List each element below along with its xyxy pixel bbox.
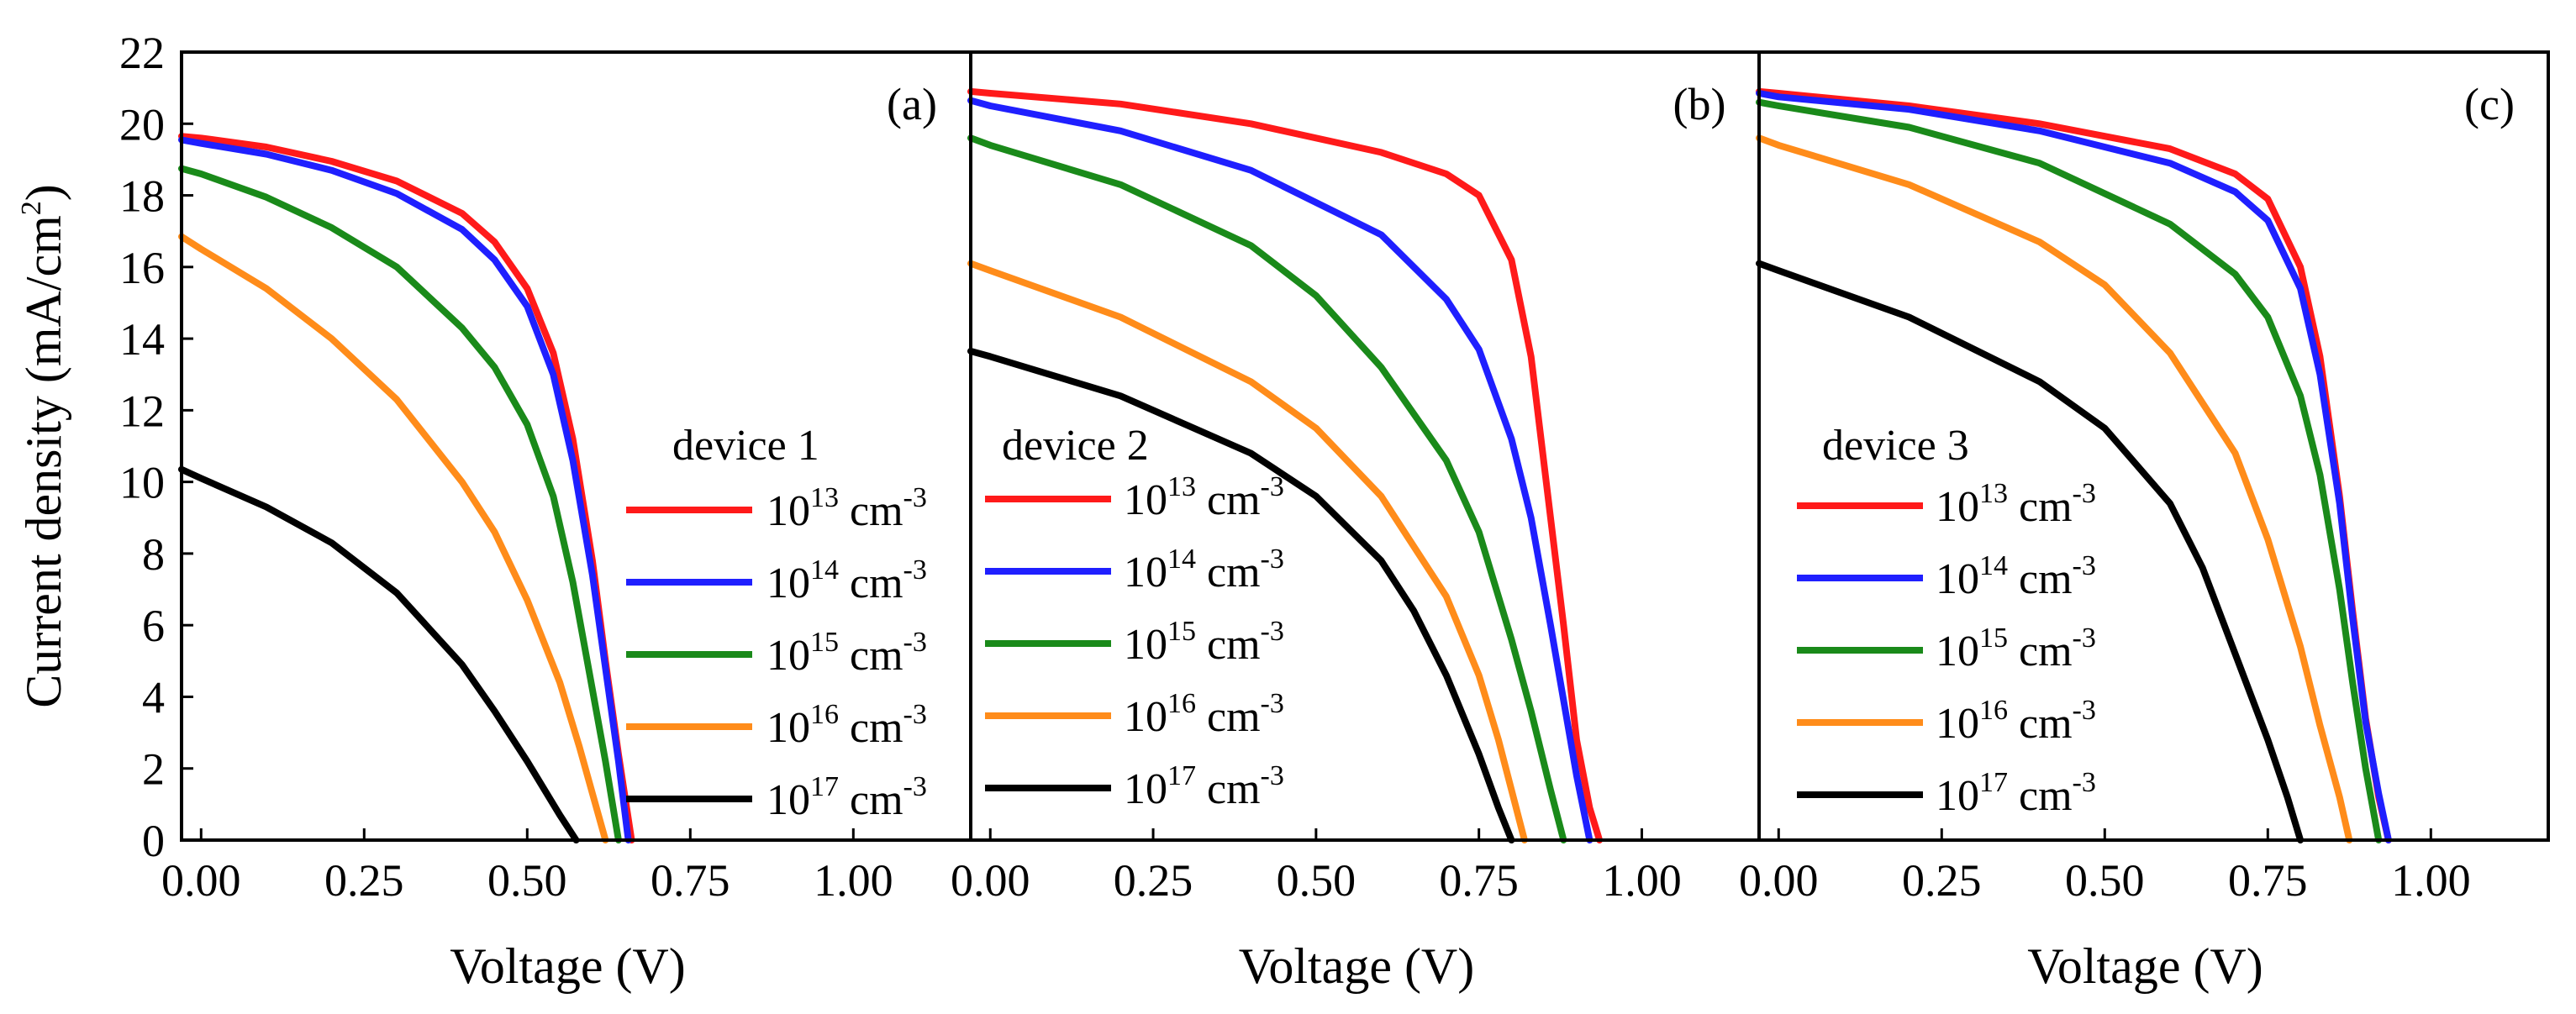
legend-label-15: 1015 cm-3 [1936, 623, 2096, 675]
y-axis-label: Current density (mA/cm2) [16, 184, 71, 708]
legend-label-16: 1016 cm-3 [766, 699, 927, 752]
panel-a: 0.00 0.25 0.50 0.75 1.00 (a) Voltage (V) device… [161, 50, 972, 994]
y-tick-label: 0 [142, 816, 165, 866]
series-line-16 [967, 260, 1528, 843]
y-tick-label: 16 [119, 243, 165, 293]
series-line-17 [1756, 260, 2305, 843]
x-axis-label: Voltage (V) [1239, 938, 1475, 994]
series-line-15 [178, 165, 622, 843]
y-tick-label: 14 [119, 314, 165, 365]
series-line-13 [967, 87, 1604, 843]
x-tick-label: 0.25 [324, 855, 404, 906]
y-tick-label: 8 [142, 529, 165, 580]
x-tick-label: 0.25 [1902, 855, 1982, 906]
y-tick-label: 12 [119, 386, 165, 436]
y-tick-label: 4 [142, 672, 165, 722]
x-tick-label: 0.00 [161, 855, 241, 906]
panel-tag: (c) [2464, 79, 2515, 129]
panel-c: 0.00 0.25 0.50 0.75 1.00 (c) Voltage (V) device… [1739, 50, 2550, 994]
legend-label-16: 1016 cm-3 [1124, 688, 1284, 741]
x-axis-label: Voltage (V) [2027, 938, 2263, 994]
x-tick-label: 0.75 [2228, 855, 2308, 906]
x-tick-label: 0.75 [1439, 855, 1519, 906]
series-line-14 [1756, 90, 2392, 843]
plot-frame [1757, 50, 2550, 842]
series-line-16 [178, 233, 609, 843]
x-tick-label: 1.00 [814, 855, 893, 906]
series-line-13 [178, 133, 635, 843]
legend-label-17: 1017 cm-3 [1124, 760, 1284, 813]
series-line-14 [967, 97, 1594, 843]
legend-label-13: 1013 cm-3 [1124, 471, 1284, 524]
x-tick-label: 1.00 [2391, 855, 2471, 906]
series-line-15 [967, 134, 1567, 843]
series-line-16 [1756, 134, 2353, 843]
legend: device 3 1013 cm-3 1014 cm-3 1015 cm-3 1016 … [1797, 422, 2096, 820]
x-tick-label: 0.75 [651, 855, 730, 906]
y-tick-label: 6 [142, 601, 165, 651]
x-tick-label: 0.50 [487, 855, 567, 906]
panel-tag: (a) [887, 79, 937, 129]
legend-label-14: 1014 cm-3 [1936, 550, 2096, 603]
y-tick-label: 22 [119, 28, 165, 78]
legend-title: device 3 [1822, 422, 1969, 470]
panel-tag: (b) [1673, 79, 1726, 129]
legend-label-17: 1017 cm-3 [766, 771, 927, 824]
x-axis-label: Voltage (V) [450, 938, 686, 994]
legend-label-14: 1014 cm-3 [1124, 544, 1284, 596]
series-line-15 [1756, 98, 2383, 843]
legend-label-13: 1013 cm-3 [766, 482, 927, 535]
panel-b: 0.00 0.25 0.50 0.75 1.00 (b) Voltage (V) device… [951, 50, 1761, 994]
legend-title: device 2 [1002, 422, 1149, 470]
legend-title: device 1 [672, 422, 819, 470]
x-tick-label: 0.50 [2065, 855, 2145, 906]
y-tick-label: 18 [119, 171, 165, 222]
legend-label-15: 1015 cm-3 [766, 627, 927, 680]
plot-root: 0.00 0.25 0.50 0.75 1.00 (a) Voltage (V) device… [16, 28, 2550, 994]
series-line-14 [178, 136, 632, 843]
y-tick-label: 20 [119, 99, 165, 150]
y-tick-label: 2 [142, 744, 165, 795]
series-line-17 [178, 465, 580, 843]
legend-label-15: 1015 cm-3 [1124, 616, 1284, 669]
x-tick-label: 0.00 [1739, 855, 1819, 906]
legend: device 1 1013 cm-3 1014 cm-3 1015 cm-3 1016 … [626, 422, 927, 824]
series-line-17 [967, 348, 1515, 843]
legend-label-16: 1016 cm-3 [1936, 695, 2096, 748]
x-tick-label: 0.50 [1277, 855, 1356, 906]
x-tick-label: 1.00 [1602, 855, 1682, 906]
x-tick-label: 0.25 [1114, 855, 1193, 906]
legend-label-17: 1017 cm-3 [1936, 767, 2096, 820]
y-tick-label: 10 [119, 458, 165, 508]
x-tick-label: 0.00 [951, 855, 1030, 906]
legend-label-14: 1014 cm-3 [766, 554, 927, 607]
legend-label-13: 1013 cm-3 [1936, 478, 2096, 531]
